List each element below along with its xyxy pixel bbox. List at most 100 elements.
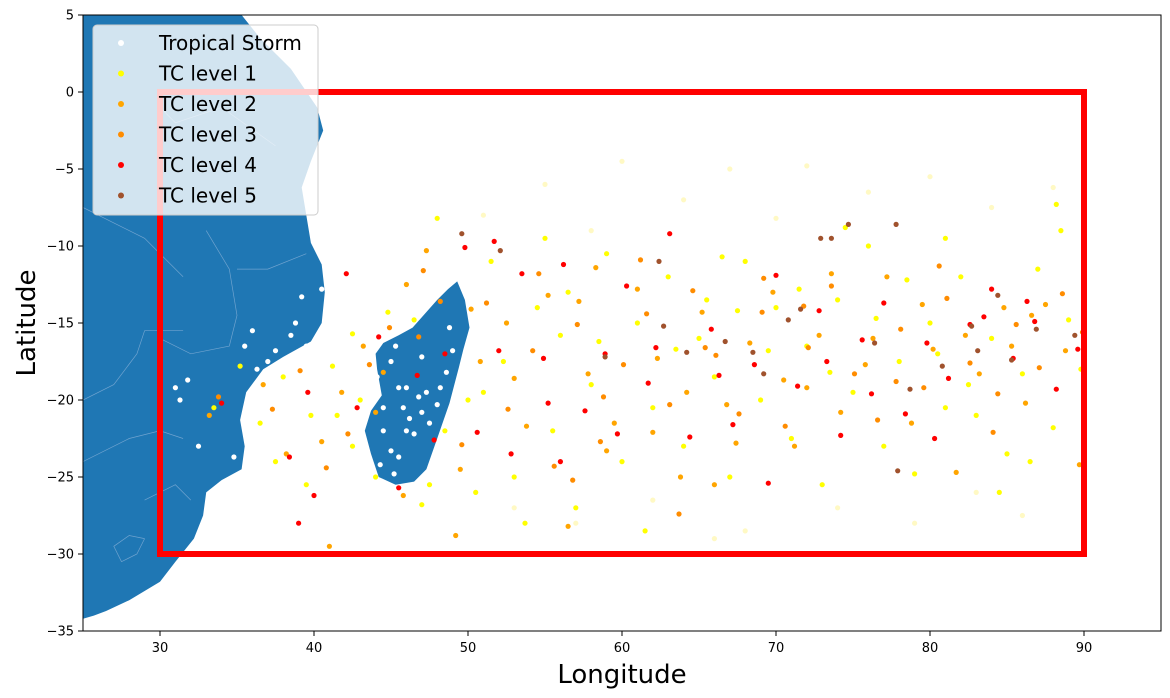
data-point <box>519 271 525 277</box>
data-point <box>373 520 379 526</box>
data-point <box>805 345 811 351</box>
series-tropical-storm <box>172 158 1087 542</box>
data-point <box>665 274 671 280</box>
x-tick-label: 40 <box>306 641 323 656</box>
data-point <box>511 474 517 480</box>
data-point <box>908 420 915 426</box>
y-tick-label: 5 <box>66 9 74 24</box>
data-point <box>257 420 263 426</box>
x-axis: 30 40 50 60 70 80 90 <box>152 631 1092 656</box>
data-point <box>942 405 949 411</box>
legend-label: TC level 4 <box>158 153 257 177</box>
data-point <box>770 289 776 295</box>
series-tc-level-4 <box>219 231 1081 526</box>
legend-box <box>92 24 319 216</box>
data-point <box>296 520 302 526</box>
data-point <box>403 281 409 288</box>
data-point <box>542 235 548 241</box>
data-point <box>796 286 802 292</box>
data-point <box>403 385 409 391</box>
data-point <box>1009 343 1015 349</box>
legend-marker <box>118 131 124 138</box>
data-point <box>437 298 443 304</box>
data-point <box>624 283 630 289</box>
data-point <box>851 371 858 377</box>
data-point <box>865 243 872 249</box>
data-point <box>545 292 551 298</box>
data-point <box>930 346 936 352</box>
x-tick-label: 30 <box>152 641 169 656</box>
data-point <box>1062 348 1069 354</box>
data-point <box>305 389 311 395</box>
data-point <box>1027 459 1033 465</box>
data-point <box>416 394 422 400</box>
data-point <box>942 235 949 241</box>
data-point <box>798 306 804 312</box>
data-point <box>1053 386 1059 392</box>
data-point <box>604 448 610 454</box>
data-point <box>676 511 682 517</box>
data-point <box>373 409 379 415</box>
data-point <box>457 466 463 472</box>
data-point <box>443 369 449 375</box>
data-point <box>400 492 406 499</box>
data-point <box>650 497 656 503</box>
data-point <box>711 374 718 380</box>
data-point <box>945 375 952 381</box>
data-point <box>904 277 910 283</box>
y-tick-label: −20 <box>47 394 74 409</box>
data-point <box>872 340 878 346</box>
data-point <box>785 317 791 323</box>
data-point <box>989 204 995 211</box>
data-point <box>496 348 502 354</box>
data-point <box>782 423 788 429</box>
data-point <box>442 428 448 434</box>
data-point <box>411 431 417 437</box>
data-point <box>219 400 225 406</box>
data-point <box>788 435 795 442</box>
data-point <box>269 406 275 412</box>
data-point <box>816 332 822 338</box>
data-point <box>850 389 856 395</box>
data-point <box>1001 305 1007 311</box>
data-point <box>804 163 810 169</box>
data-point <box>989 335 995 341</box>
x-tick-label: 80 <box>922 641 939 656</box>
data-point <box>967 360 973 366</box>
data-point <box>895 468 901 474</box>
data-point <box>254 366 260 372</box>
data-point <box>570 477 576 483</box>
data-point <box>406 415 413 422</box>
data-point <box>459 442 465 448</box>
data-point <box>423 389 429 395</box>
data-point <box>667 231 673 237</box>
data-point <box>873 315 879 321</box>
data-point <box>919 301 925 308</box>
data-point <box>272 348 279 354</box>
data-point <box>468 306 474 312</box>
data-point <box>297 368 303 374</box>
data-point <box>642 528 648 534</box>
data-point <box>702 345 708 351</box>
data-point <box>614 431 621 437</box>
data-point <box>249 328 255 334</box>
data-point <box>1075 346 1081 352</box>
data-point <box>319 286 325 292</box>
data-point <box>981 314 987 320</box>
data-point <box>573 505 579 511</box>
data-point <box>973 489 979 495</box>
data-point <box>677 474 684 480</box>
legend-marker <box>118 40 124 46</box>
y-tick-label: −10 <box>47 240 74 255</box>
data-point <box>661 323 667 329</box>
data-point <box>773 215 779 221</box>
data-point <box>734 308 741 314</box>
data-point <box>545 400 551 406</box>
x-tick-label: 70 <box>768 641 785 656</box>
data-point <box>927 320 933 326</box>
data-point <box>795 383 801 389</box>
data-point <box>884 274 890 280</box>
data-point <box>838 432 844 438</box>
data-point <box>582 408 588 414</box>
data-point <box>619 158 625 164</box>
